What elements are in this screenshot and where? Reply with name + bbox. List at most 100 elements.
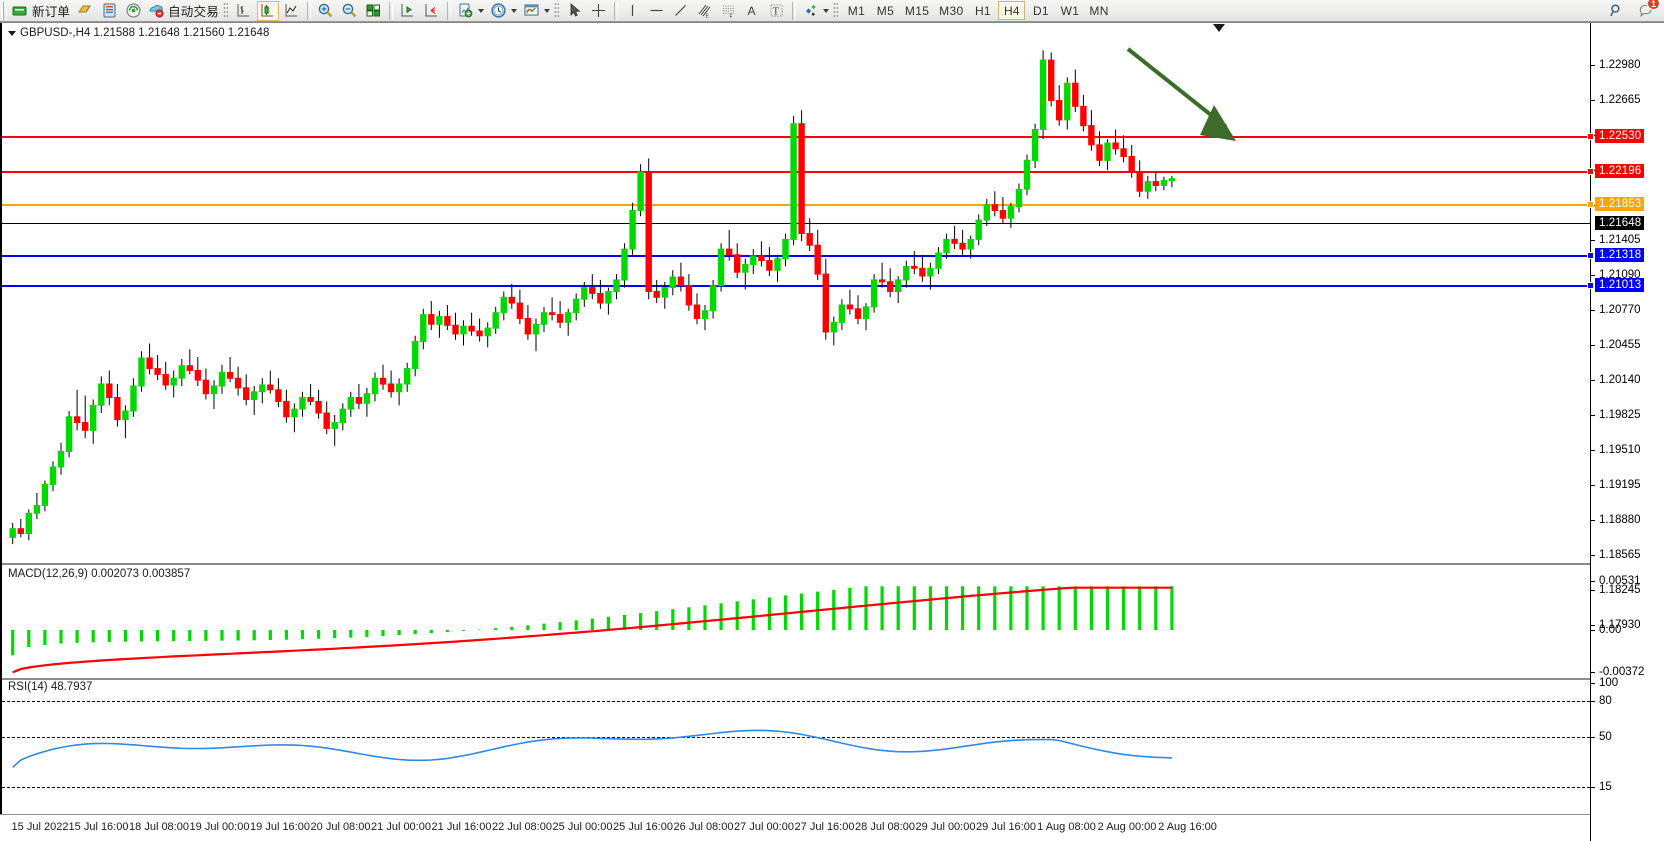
- navigator-button[interactable]: [122, 1, 144, 21]
- time-axis-label: 28 Jul 08:00: [855, 821, 915, 833]
- candlestick-series: [9, 50, 1176, 545]
- main-toolbar: 新订单: [0, 0, 1664, 22]
- trendline-button[interactable]: [670, 1, 692, 21]
- timeframe-m30[interactable]: M30: [939, 3, 964, 18]
- indicators-button[interactable]: [454, 1, 487, 21]
- level-marker-support-1[interactable]: [1587, 252, 1594, 259]
- price-tick: [1591, 345, 1595, 346]
- period-button[interactable]: [487, 1, 520, 21]
- price-label-resistance-2[interactable]: 1.22530: [1595, 129, 1645, 143]
- price-tick: [1591, 65, 1595, 66]
- rsi-guide-50: [2, 737, 1590, 738]
- toolbar-handle-periods[interactable]: [832, 2, 838, 19]
- auto-scroll-icon: [425, 4, 438, 17]
- toolbar-grip[interactable]: [1, 1, 7, 20]
- price-label-resistance-1[interactable]: 1.22196: [1595, 164, 1645, 178]
- line-chart-button[interactable]: [281, 1, 303, 21]
- price-label-last-price[interactable]: 1.21648: [1595, 216, 1645, 230]
- alerts-button[interactable]: 1: [1635, 0, 1660, 21]
- indicators-caret-icon[interactable]: [477, 8, 484, 13]
- equidistant-channel-button[interactable]: E: [694, 1, 716, 21]
- cursor-button[interactable]: [564, 1, 586, 21]
- zoom-out-button[interactable]: [339, 1, 361, 21]
- timeframe-m5[interactable]: M5: [876, 3, 895, 18]
- level-marker-resistance-1[interactable]: [1587, 168, 1594, 175]
- fibonacci-icon: F: [723, 5, 735, 19]
- svg-text:F: F: [730, 14, 733, 19]
- templates-caret-icon[interactable]: [543, 8, 550, 13]
- rsi-tick: [1591, 683, 1595, 684]
- search-button[interactable]: [1605, 1, 1627, 21]
- timeframe-m1[interactable]: M1: [847, 3, 866, 18]
- period-caret-icon[interactable]: [510, 8, 517, 13]
- macd-tick: [1591, 581, 1595, 582]
- new-order-button[interactable]: 新订单: [9, 1, 73, 21]
- toolbar-right-group: 1: [1604, 0, 1664, 21]
- rsi-tick: [1591, 787, 1595, 788]
- data-window-button[interactable]: [74, 1, 96, 21]
- terminal-button[interactable]: [98, 1, 120, 21]
- toolbar-handle-tools[interactable]: [553, 2, 559, 19]
- time-axis[interactable]: 15 Jul 2022 15 Jul 16:00 18 Jul 08:00 19 Ju…: [0, 814, 1664, 841]
- terminal-icon: [103, 3, 116, 18]
- candlestick-chart-button[interactable]: [256, 0, 279, 21]
- bearish-down-arrow-icon[interactable]: [1122, 43, 1262, 173]
- price-label-support-2[interactable]: 1.21013: [1595, 278, 1645, 292]
- chart-shift-button[interactable]: [397, 1, 419, 21]
- chart-header-caret-icon[interactable]: [8, 30, 16, 36]
- crosshair-button[interactable]: [588, 1, 610, 21]
- price-tick: [1591, 100, 1595, 101]
- level-marker-resistance-2[interactable]: [1587, 133, 1594, 140]
- vertical-line-button[interactable]: [622, 1, 644, 21]
- horizontal-line-button[interactable]: [646, 1, 668, 21]
- zoom-in-button[interactable]: [315, 1, 337, 21]
- time-axis-label: 15 Jul 2022: [11, 821, 69, 833]
- level-marker-pivot[interactable]: [1587, 201, 1594, 208]
- level-marker-support-2[interactable]: [1587, 282, 1594, 289]
- object-marker-icon[interactable]: [1212, 23, 1226, 33]
- time-axis-label: 21 Jul 16:00: [431, 821, 492, 833]
- macd-tick: [1591, 672, 1595, 673]
- indicators-icon: [459, 3, 473, 18]
- timeframe-h1[interactable]: H1: [974, 3, 991, 18]
- toolbar-handle-charts[interactable]: [222, 2, 228, 19]
- plot-region[interactable]: GBPUSD-,H4 1.21588 1.21648 1.21560 1.216…: [0, 23, 1590, 814]
- rsi-header-text: RSI(14) 48.7937: [8, 681, 93, 693]
- text-button[interactable]: A: [742, 1, 764, 21]
- price-label-support-1[interactable]: 1.21318: [1595, 248, 1645, 262]
- price-tick-label: 1.18565: [1599, 549, 1641, 561]
- chart-area[interactable]: 1.229801.226651.223501.220351.217201.214…: [0, 22, 1664, 841]
- text-label-button[interactable]: T: [766, 1, 788, 21]
- tile-windows-button[interactable]: [363, 1, 385, 21]
- fibonacci-button[interactable]: F: [718, 1, 740, 21]
- objects-caret-icon[interactable]: [822, 8, 829, 13]
- time-axis-label: 29 Jul 00:00: [915, 821, 976, 833]
- objects-button[interactable]: [799, 1, 832, 21]
- price-tick-label: 1.22980: [1599, 59, 1641, 71]
- time-axis-label: 2 Aug 16:00: [1158, 821, 1217, 833]
- trendline-icon: [675, 5, 687, 16]
- timeframe-m15[interactable]: M15: [904, 3, 930, 18]
- price-tick-label: 1.19510: [1599, 444, 1641, 456]
- templates-button[interactable]: [520, 1, 553, 21]
- bar-chart-button[interactable]: [233, 1, 255, 21]
- crosshair-icon: [592, 4, 606, 17]
- price-label-pivot[interactable]: 1.21853: [1595, 197, 1645, 211]
- price-axis[interactable]: 1.229801.226651.223501.220351.217201.214…: [1587, 23, 1664, 814]
- timeframe-mn[interactable]: MN: [1089, 3, 1109, 18]
- rsi-tick: [1591, 701, 1595, 702]
- timeframe-h4[interactable]: H4: [998, 1, 1026, 20]
- auto-scroll-button[interactable]: [421, 1, 443, 21]
- macd-tick-label: -0.00372: [1599, 666, 1645, 678]
- horizontal-line-icon: [650, 9, 663, 12]
- time-axis-label: 22 Jul 08:00: [492, 821, 552, 833]
- auto-trading-button[interactable]: 自动交易: [145, 1, 222, 21]
- macd-panel-divider: [2, 563, 1590, 565]
- zoom-in-icon: [319, 3, 333, 18]
- timeframe-d1[interactable]: D1: [1032, 3, 1049, 18]
- price-tick: [1591, 380, 1595, 381]
- timeframe-w1[interactable]: W1: [1060, 3, 1080, 18]
- macd-series: [11, 586, 1174, 674]
- time-axis-label: 27 Jul 00:00: [734, 821, 794, 833]
- price-tick-label: 1.19825: [1599, 409, 1641, 421]
